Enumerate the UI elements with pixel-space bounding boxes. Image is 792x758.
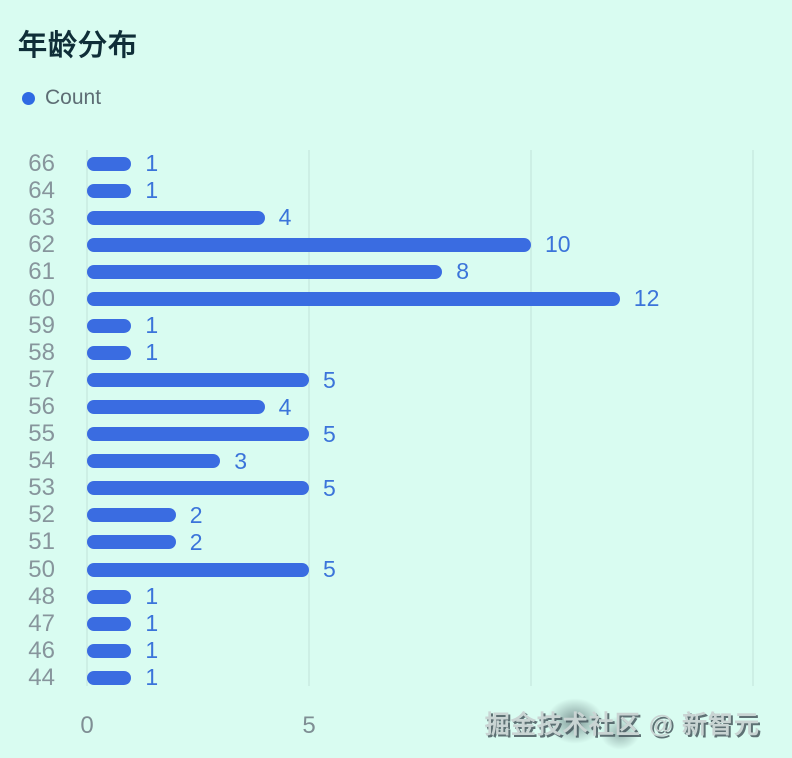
category-label: 54 — [28, 447, 55, 475]
category-label: 59 — [28, 311, 55, 339]
value-label: 1 — [145, 610, 159, 637]
category-label: 53 — [28, 474, 55, 502]
value-label: 10 — [545, 231, 571, 258]
bar[interactable] — [87, 427, 309, 442]
chart-row: 57 5 — [0, 366, 792, 394]
value-label: 1 — [145, 664, 159, 691]
category-label: 44 — [28, 663, 55, 691]
value-label: 4 — [278, 393, 292, 420]
category-label: 64 — [28, 176, 55, 204]
category-label: 48 — [28, 582, 55, 610]
value-label: 1 — [145, 177, 159, 204]
gridline — [86, 150, 88, 686]
category-label: 47 — [28, 609, 55, 637]
bar[interactable] — [87, 454, 221, 469]
watermark-shadow-blob — [546, 698, 604, 744]
value-label: 5 — [323, 556, 336, 583]
bar[interactable] — [87, 643, 132, 658]
value-label: 1 — [145, 312, 159, 339]
category-label: 55 — [28, 420, 55, 448]
value-label: 2 — [189, 501, 203, 528]
chart-row: 50 5 — [0, 556, 792, 583]
bar[interactable] — [87, 535, 176, 550]
category-label: 58 — [28, 338, 55, 366]
bar[interactable] — [87, 210, 265, 225]
value-label: 5 — [323, 366, 336, 393]
x-tick-label: 5 — [302, 712, 316, 739]
category-label: 57 — [28, 366, 55, 394]
watermark-shadow-blob-small — [600, 716, 640, 750]
value-label: 5 — [323, 474, 336, 501]
category-label: 46 — [28, 636, 55, 664]
gridline — [752, 150, 754, 686]
bar[interactable] — [87, 345, 132, 360]
bar[interactable] — [87, 400, 265, 415]
chart-row: 54 3 — [0, 447, 792, 475]
legend-label: Count — [45, 86, 102, 109]
legend-item-count[interactable]: Count — [22, 86, 101, 110]
chart-row: 46 1 — [0, 637, 792, 664]
legend-marker-icon — [22, 91, 35, 105]
value-label: 8 — [456, 258, 469, 285]
value-label: 3 — [234, 447, 247, 474]
chart-row: 48 1 — [0, 583, 792, 610]
plot-area: 66 1 64 1 63 4 62 10 61 8 60 12 59 1 58 1 57 5 56 4 55 5 54 3 53… — [0, 150, 792, 691]
value-label: 4 — [278, 204, 292, 231]
bar[interactable] — [87, 318, 132, 333]
value-label: 2 — [189, 528, 203, 555]
chart-row: 44 1 — [0, 664, 792, 691]
category-label: 50 — [28, 555, 55, 583]
value-label: 1 — [145, 637, 159, 664]
x-tick-label: 0 — [80, 712, 94, 739]
value-label: 1 — [145, 150, 159, 176]
chart-row: 58 1 — [0, 339, 792, 366]
category-label: 61 — [28, 257, 55, 285]
bar[interactable] — [87, 373, 309, 388]
bar[interactable] — [87, 616, 132, 631]
chart-row: 66 1 — [0, 150, 792, 177]
bar[interactable] — [87, 264, 443, 279]
chart-row: 56 4 — [0, 393, 792, 421]
chart-row: 53 5 — [0, 474, 792, 502]
category-label: 66 — [28, 149, 55, 177]
category-label: 52 — [28, 501, 55, 529]
chart-row: 61 8 — [0, 258, 792, 285]
chart-row: 60 12 — [0, 285, 792, 312]
bar[interactable] — [87, 670, 132, 685]
chart-row: 59 1 — [0, 312, 792, 339]
chart-row: 47 1 — [0, 610, 792, 637]
bar[interactable] — [87, 291, 620, 306]
bar[interactable] — [87, 156, 132, 171]
chart-row: 64 1 — [0, 177, 792, 204]
bar[interactable] — [87, 562, 309, 577]
category-label: 51 — [28, 528, 55, 556]
chart-title: 年龄分布 — [18, 30, 139, 62]
bar[interactable] — [87, 508, 176, 523]
bar[interactable] — [87, 481, 309, 496]
category-label: 60 — [28, 284, 55, 312]
value-label: 12 — [633, 285, 660, 312]
gridline — [530, 150, 532, 686]
gridline — [308, 150, 310, 686]
category-label: 62 — [28, 230, 55, 258]
chart-row: 62 10 — [0, 231, 792, 258]
value-label: 1 — [145, 339, 159, 366]
bar[interactable] — [87, 237, 531, 252]
category-label: 56 — [28, 393, 55, 421]
chart-row: 51 2 — [0, 528, 792, 556]
bar[interactable] — [87, 589, 132, 604]
chart-row: 63 4 — [0, 204, 792, 231]
bar[interactable] — [87, 183, 132, 198]
category-label: 63 — [28, 203, 55, 231]
value-label: 1 — [145, 583, 159, 610]
chart-row: 52 2 — [0, 501, 792, 529]
value-label: 5 — [323, 420, 336, 447]
chart-row: 55 5 — [0, 420, 792, 448]
watermark: 掘金技术社区 @ 新智元 — [484, 711, 760, 739]
